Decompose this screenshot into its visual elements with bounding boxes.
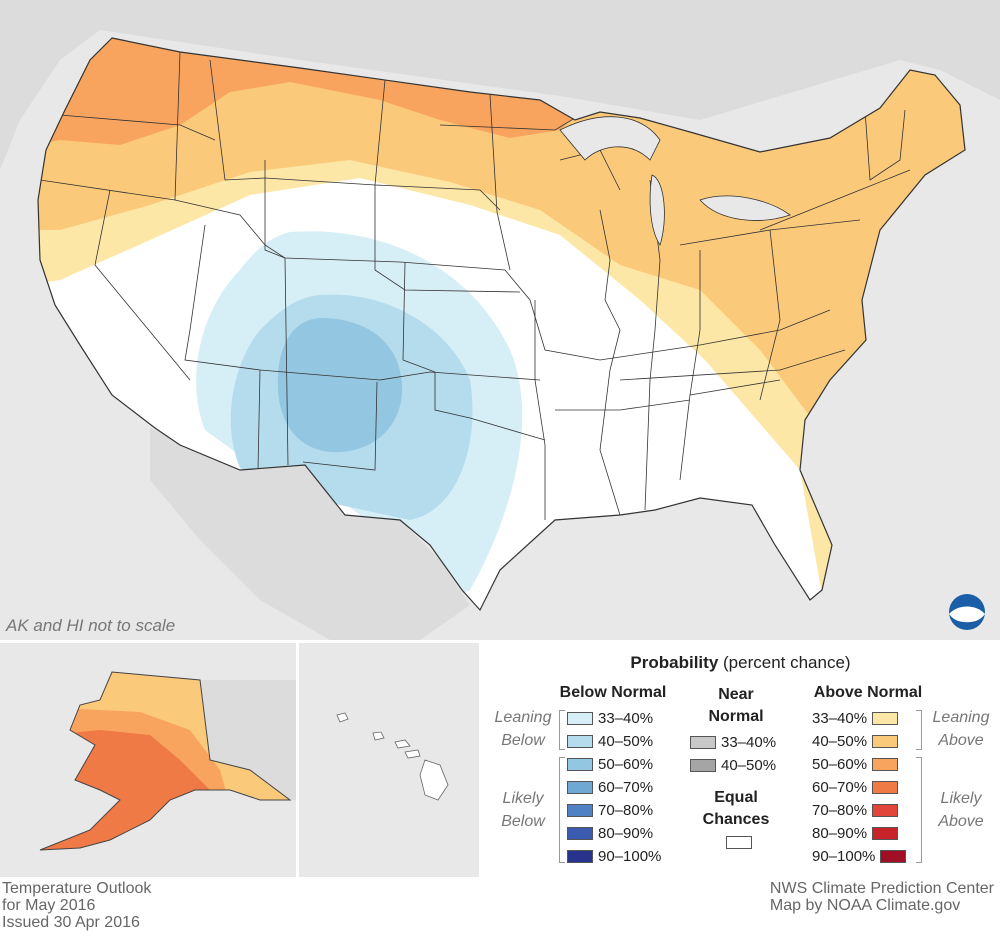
above-normal-heading: Above Normal (813, 684, 923, 701)
equal-chances-heading: Equal Chances (702, 789, 770, 828)
near-normal-label: 33–40% (721, 733, 777, 751)
above-normal-row: 60–70% (812, 777, 899, 797)
mexico-landmass (150, 428, 470, 640)
below-normal-label: 80–90% (598, 824, 654, 842)
above-normal-label: 60–70% (812, 778, 868, 796)
equal-chances-swatch (726, 835, 752, 849)
noaa-logo (949, 594, 985, 630)
equal-chances-swatch-row (726, 832, 752, 852)
leaning-below-bracket (559, 710, 565, 750)
canada-near-alaska (200, 680, 296, 800)
above-normal-row: 33–40% (812, 708, 899, 728)
below-normal-row: 40–50% (567, 731, 653, 751)
lake-michigan (649, 174, 665, 246)
map-period: for May 2016 (2, 897, 96, 914)
likely-above-bracket (916, 757, 922, 863)
above-normal-row: 50–60% (812, 754, 899, 774)
above-normal-swatch (872, 826, 899, 840)
above-normal-swatch (872, 711, 899, 725)
above-40-50-region (38, 38, 965, 610)
leaning-above-bracket (916, 710, 922, 750)
below-normal-label: 60–70% (598, 778, 654, 796)
issue-date: Issued 30 Apr 2016 (2, 914, 140, 931)
below-normal-swatch (567, 780, 593, 794)
above-normal-swatch (872, 803, 899, 817)
near-normal-swatch (690, 735, 716, 749)
hawaii-panel-background (299, 643, 479, 877)
credit-source: NWS Climate Prediction Center (769, 880, 994, 897)
below-normal-swatch (567, 757, 593, 771)
near-normal-row: 33–40% (690, 732, 776, 752)
scale-note: AK and HI not to scale (6, 616, 176, 635)
contiguous-us (38, 38, 965, 610)
credit-block: NWS Climate Prediction Center Map by NOA… (770, 880, 994, 914)
alaska-outline (39, 671, 292, 851)
great-lakes (559, 116, 661, 161)
near-normal-label: 40–50% (721, 756, 777, 774)
lake-erie (699, 195, 791, 221)
above-normal-label: 33–40% (812, 709, 868, 727)
legend-title-bold: Probability (630, 653, 719, 672)
canada-landmass (0, 0, 1000, 170)
below-normal-row: 70–80% (567, 800, 653, 820)
above-normal-label: 50–60% (812, 755, 868, 773)
legend: Probability (percent chance) Below Norma… (481, 643, 1000, 876)
above-50-60-region (38, 38, 580, 150)
below-normal-swatch (567, 711, 593, 725)
above-normal-swatch (872, 757, 899, 771)
near-normal-swatch (690, 758, 716, 772)
above-normal-row: 80–90% (812, 823, 899, 843)
us-outline (37, 37, 966, 612)
above-normal-row: 90–100% (812, 846, 907, 866)
above-normal-row: 70–80% (812, 800, 899, 820)
below-normal-swatch (567, 826, 593, 840)
above-normal-swatch (880, 849, 907, 863)
likely-above-label: Likely Above (938, 790, 984, 830)
map-title-block: Temperature Outlook for May 2016 Issued … (2, 880, 151, 931)
legend-title-rest: (percent chance) (718, 653, 851, 672)
likely-below-bracket (559, 757, 565, 863)
below-normal-label: 90–100% (598, 847, 662, 865)
near-normal-row: 40–50% (690, 755, 776, 775)
below-normal-swatch (567, 849, 593, 863)
below-50-60-region (277, 318, 403, 453)
above-normal-label: 40–50% (812, 732, 868, 750)
legend-title: Probability (percent chance) (481, 653, 1000, 673)
below-normal-row: 33–40% (567, 708, 653, 728)
below-normal-label: 70–80% (598, 801, 654, 819)
below-normal-label: 50–60% (598, 755, 654, 773)
above-normal-swatch (872, 734, 899, 748)
below-normal-swatch (567, 734, 593, 748)
below-normal-label: 40–50% (598, 732, 654, 750)
below-normal-row: 90–100% (567, 846, 661, 866)
below-normal-label: 33–40% (598, 709, 654, 727)
below-normal-row: 50–60% (567, 754, 653, 774)
leaning-below-label: Leaning Below (494, 709, 552, 749)
above-normal-label: 90–100% (812, 847, 876, 865)
state-boundaries (39, 51, 911, 520)
near-normal-heading: Near Normal (708, 686, 764, 725)
below-normal-row: 80–90% (567, 823, 653, 843)
above-normal-label: 80–90% (812, 824, 868, 842)
credit-map: Map by NOAA Climate.gov (769, 897, 961, 914)
above-normal-label: 70–80% (812, 801, 868, 819)
below-normal-row: 60–70% (567, 777, 653, 797)
above-normal-row: 40–50% (812, 731, 899, 751)
above-normal-swatch (872, 780, 899, 794)
likely-below-label: Likely Below (501, 790, 545, 830)
hawaii (336, 712, 449, 801)
leaning-above-label: Leaning Above (932, 709, 990, 749)
map-title: Temperature Outlook (2, 880, 152, 897)
below-normal-heading: Below Normal (559, 684, 667, 701)
below-normal-swatch (567, 803, 593, 817)
